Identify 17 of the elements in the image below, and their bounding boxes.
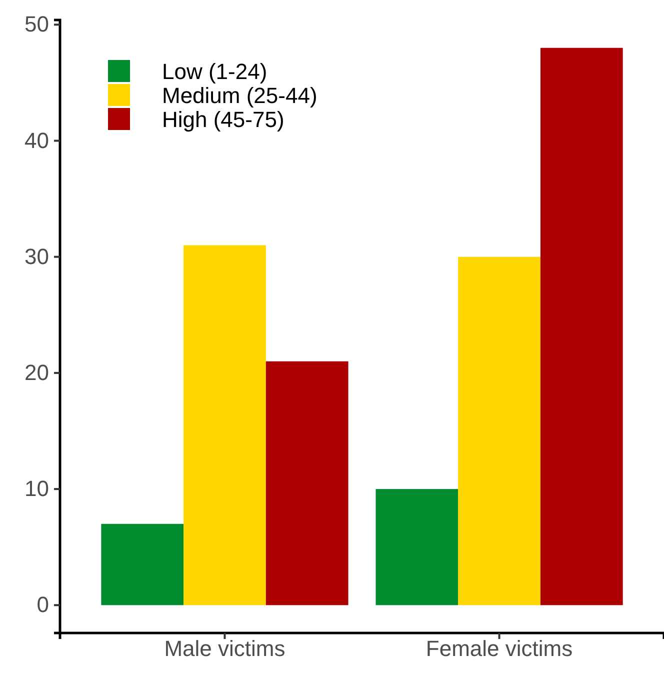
bar <box>101 524 184 606</box>
y-tick-label: 30 <box>24 244 49 269</box>
x-tick-label: Male victims <box>164 636 286 661</box>
legend-label: High (45-75) <box>162 107 284 132</box>
y-tick-label: 50 <box>24 12 49 37</box>
y-tick-label: 40 <box>24 128 49 153</box>
legend-label: Medium (25-44) <box>162 83 318 108</box>
y-tick-label: 10 <box>24 476 49 502</box>
bar <box>184 245 266 606</box>
bar <box>458 256 540 606</box>
bar <box>376 489 458 606</box>
bar <box>540 48 623 606</box>
bar <box>266 361 348 606</box>
legend-label: Low (1-24) <box>162 59 268 84</box>
y-tick-label: 20 <box>24 360 49 385</box>
x-tick-label: Female victims <box>426 636 573 661</box>
y-tick-label: 0 <box>36 592 49 618</box>
